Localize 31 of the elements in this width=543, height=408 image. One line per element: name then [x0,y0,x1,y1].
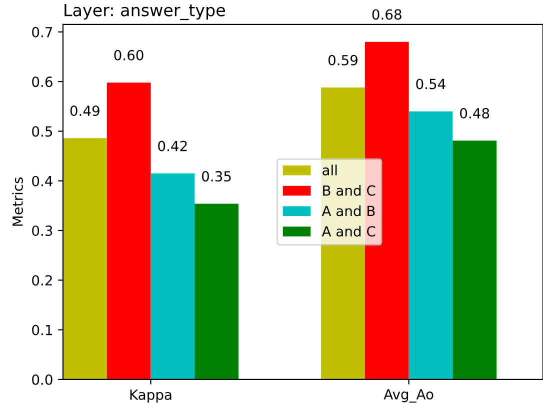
y-tick-label: 0.2 [32,275,52,286]
bar [194,204,238,380]
bar [364,42,409,380]
bar [62,138,107,380]
legend-label: A and B [322,205,375,216]
data-label: 0.49 [70,106,100,116]
data-label: 0.48 [460,108,490,119]
y-axis-title: Metrics [12,177,23,226]
data-label: 0.42 [158,140,187,152]
bar [452,140,497,380]
x-tick-label: Avg_Ao [384,389,434,403]
chart-title: Layer: answer_type [64,4,225,20]
bar [408,111,453,380]
y-tick-label: 0.7 [32,26,52,38]
legend-label: all [322,164,337,176]
bar [106,82,151,380]
y-tick-label: 0.3 [32,225,52,236]
data-label: 0.60 [114,50,144,60]
data-label: 0.68 [372,9,402,20]
legend-label: B and C [323,185,376,196]
y-tick-label: 0.0 [32,374,52,385]
data-label: 0.54 [416,78,446,90]
y-tick-label: 0.1 [32,324,52,336]
x-tick-label: Kappa [130,390,172,403]
y-tick-label: 0.6 [32,76,52,88]
y-tick-label: 0.5 [32,126,52,137]
y-tick-label: 0.4 [32,176,52,186]
data-label: 0.59 [328,54,358,66]
data-label: 0.35 [202,171,231,182]
legend-label: A and C [322,226,376,237]
bar [150,173,195,380]
